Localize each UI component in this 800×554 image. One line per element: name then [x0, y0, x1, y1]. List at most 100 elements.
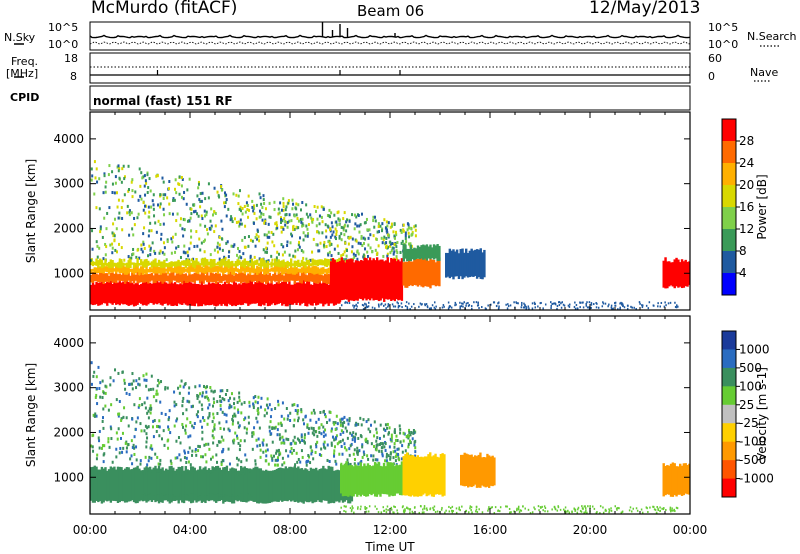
velocity-scatter-cell — [158, 425, 161, 429]
power-ground-speckle — [574, 307, 577, 310]
velocity-scatter-cell — [94, 412, 97, 416]
velocity-scatter-cell — [204, 395, 207, 399]
velocity-scatter-cell — [266, 448, 269, 452]
velocity-region-cell — [297, 466, 300, 503]
velocity-region-cell — [245, 470, 248, 495]
velocity-scatter-cell — [356, 446, 359, 450]
power-region-cell — [679, 262, 682, 287]
velocity-scatter-cell — [121, 431, 124, 435]
power-scatter-cell — [255, 203, 258, 207]
velocity-scatter-cell — [369, 423, 372, 427]
power-region-cell — [466, 253, 470, 278]
power-region-cell — [277, 259, 280, 268]
power-scatter-cell — [200, 214, 203, 218]
power-scatter-cell — [294, 255, 297, 259]
velocity-scatter-cell — [146, 463, 149, 467]
velocity-scatter-cell — [195, 453, 198, 457]
power-region-cell — [397, 259, 400, 301]
power-region-cell — [193, 272, 196, 284]
power-scatter-cell — [331, 225, 334, 229]
power-colorbar-swatch — [722, 185, 736, 208]
power-region-cell — [170, 271, 173, 283]
velocity-scatter-cell — [360, 423, 363, 427]
power-region-cell — [446, 252, 450, 277]
velocity-scatter-cell — [135, 386, 138, 390]
velocity-scatter-cell — [329, 410, 332, 414]
power-region-cell — [461, 248, 464, 280]
power-region-cell — [256, 259, 259, 265]
velocity-scatter-cell — [102, 416, 105, 420]
power-region-cell — [277, 264, 280, 274]
velocity-scatter-cell — [138, 403, 141, 407]
power-scatter-cell — [312, 237, 315, 241]
power-scatter-cell — [142, 175, 145, 179]
power-ground-speckle — [622, 304, 624, 307]
power-region-cell — [122, 270, 125, 281]
power-region-cell — [270, 275, 273, 284]
velocity-region-cell — [295, 467, 298, 502]
power-region-cell — [95, 258, 98, 266]
velocity-scatter-cell — [147, 425, 150, 429]
velocity-scatter-cell — [341, 438, 344, 442]
power-region-cell — [266, 274, 270, 283]
power-scatter-cell — [197, 180, 200, 184]
velocity-region-cell — [384, 466, 388, 495]
velocity-scatter-cell — [93, 414, 96, 418]
power-scatter-cell — [127, 188, 130, 192]
power-ground-speckle — [608, 303, 610, 306]
power-scatter-cell — [185, 202, 188, 206]
power-ground-speckle — [397, 305, 400, 308]
velocity-scatter-cell — [289, 411, 292, 415]
velocity-scatter-cell — [307, 427, 310, 431]
velocity-scatter-cell — [103, 444, 106, 448]
power-scatter-cell — [392, 252, 395, 256]
velocity-scatter-cell — [397, 452, 400, 456]
velocity-scatter-cell — [119, 446, 122, 450]
velocity-scatter-cell — [94, 395, 97, 399]
power-region-cell — [154, 279, 157, 304]
power-region-cell — [218, 264, 221, 272]
velocity-region-cell — [106, 470, 109, 502]
velocity-scatter-cell — [212, 390, 215, 394]
power-region-cell — [295, 282, 298, 305]
power-ground-speckle — [626, 307, 629, 310]
power-scatter-cell — [164, 193, 167, 197]
power-scatter-cell — [305, 212, 308, 216]
power-ground-speckle — [371, 306, 374, 309]
nsky-trace — [89, 34, 691, 39]
velocity-scatter-cell — [315, 442, 318, 446]
velocity-region-cell — [329, 466, 332, 504]
power-scatter-cell — [365, 217, 368, 221]
power-region-cell — [338, 261, 342, 302]
power-scatter-cell — [232, 244, 235, 248]
velocity-scatter-cell — [389, 455, 392, 459]
power-region-cell — [311, 258, 314, 266]
velocity-scatter-cell — [267, 406, 270, 410]
velocity-region-cell — [275, 468, 279, 502]
velocity-ground-speckle — [345, 510, 347, 513]
power-region-cell — [406, 248, 409, 262]
power-scatter-cell — [139, 194, 142, 198]
power-region-cell — [227, 259, 230, 269]
power-ground-speckle — [355, 303, 357, 306]
velocity-scatter-cell — [284, 429, 287, 433]
power-region-cell — [272, 262, 275, 266]
velocity-scatter-cell — [245, 431, 248, 435]
power-region-cell — [295, 260, 298, 267]
velocity-scatter-cell — [409, 433, 412, 437]
velocity-ground-speckle — [412, 512, 414, 514]
power-region-cell — [163, 266, 166, 274]
power-ground-speckle — [459, 301, 461, 304]
power-scatter-cell — [348, 219, 351, 223]
power-scatter-cell — [126, 204, 129, 208]
power-region-cell — [216, 265, 220, 274]
velocity-scatter-cell — [359, 434, 362, 438]
power-scatter-cell — [154, 251, 157, 255]
power-ground-speckle — [521, 301, 523, 304]
power-region-cell — [323, 258, 327, 267]
power-region-cell — [120, 266, 123, 274]
power-colorbar-tick-label: 4 — [739, 266, 747, 280]
power-region-cell — [413, 258, 416, 286]
power-ground-speckle — [435, 305, 437, 308]
velocity-scatter-cell — [135, 458, 138, 462]
